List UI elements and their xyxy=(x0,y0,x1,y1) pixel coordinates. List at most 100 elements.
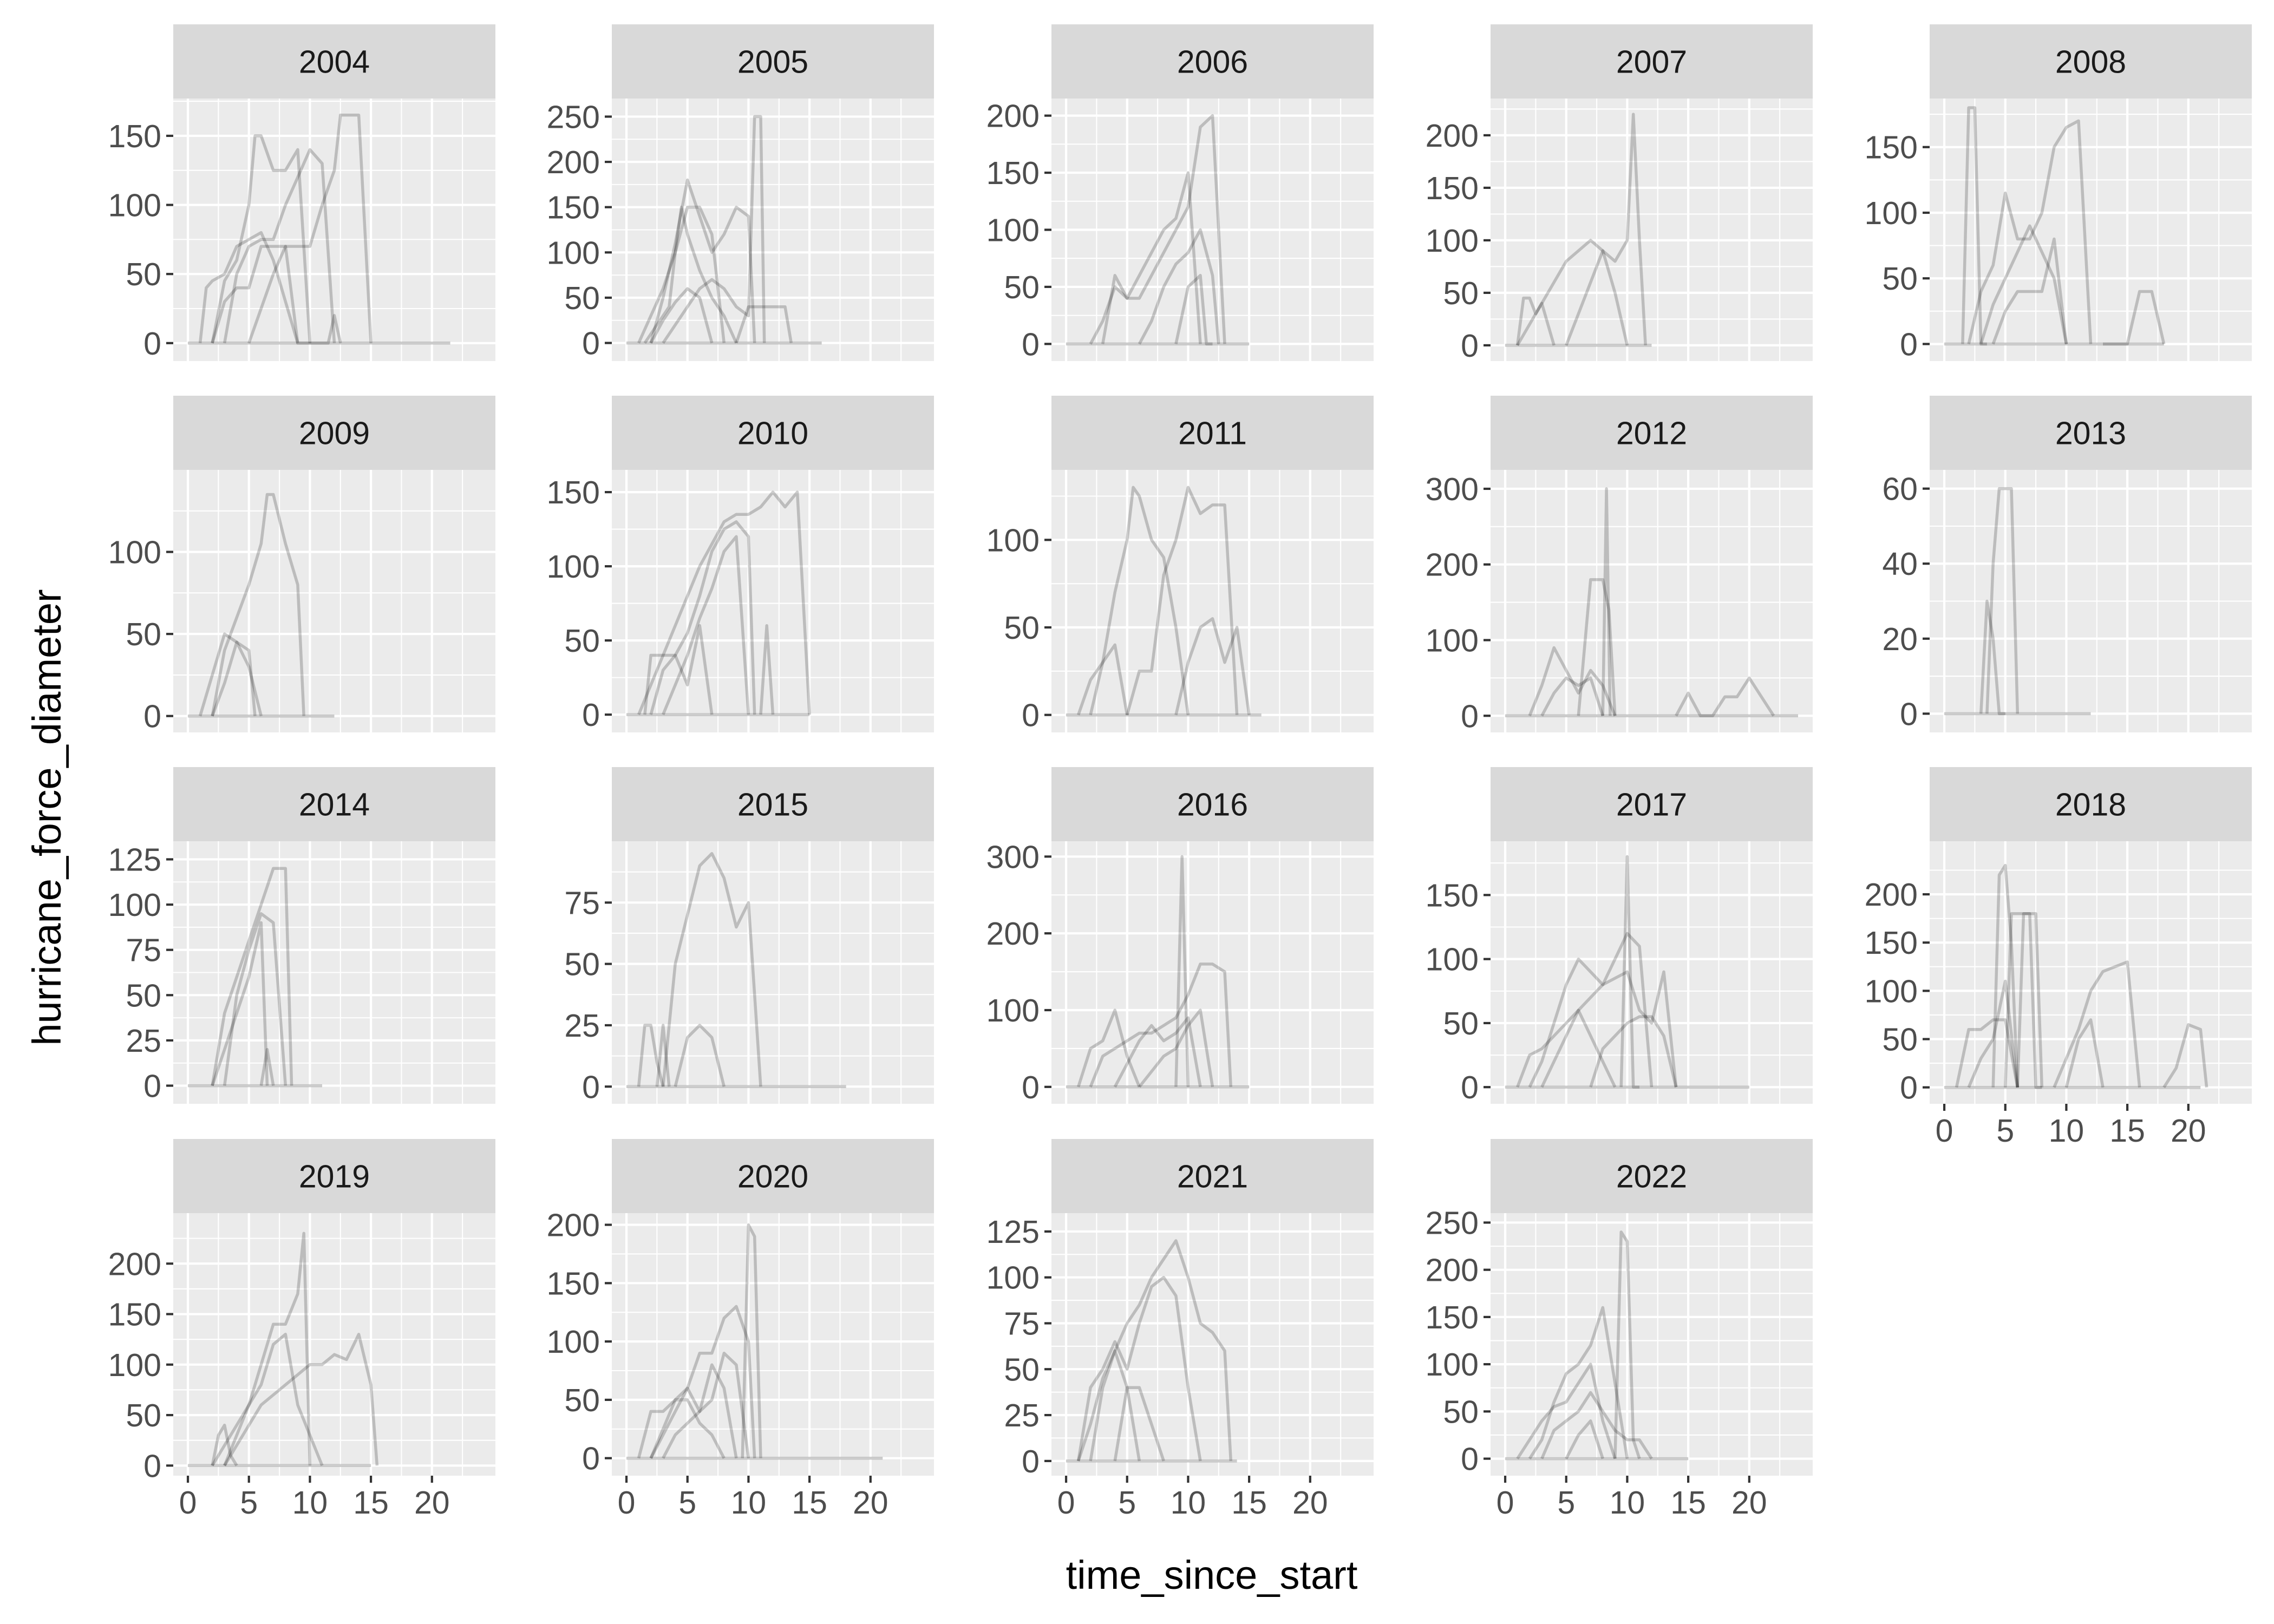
y-tick-label: 200 xyxy=(1426,547,1479,583)
storm-track-line xyxy=(649,287,714,344)
storm-track-line xyxy=(223,912,287,1086)
storm-track-line xyxy=(1675,676,1775,718)
y-tick-label: 50 xyxy=(1443,1394,1479,1430)
y-tick-label: 50 xyxy=(1443,1006,1479,1042)
facet-strip-label: 2012 xyxy=(1616,416,1687,451)
storm-track-line xyxy=(637,1398,726,1459)
panel-background xyxy=(173,99,495,361)
storm-track-line xyxy=(637,205,726,344)
x-axis-title: time_since_start xyxy=(1066,1553,1358,1597)
facet-2010: 2010 0 50 100 150 xyxy=(547,396,934,733)
y-tick-label: 100 xyxy=(108,188,161,224)
facet-strip-label: 2017 xyxy=(1616,787,1687,823)
storm-track-line xyxy=(1174,855,1190,1087)
storm-track-line xyxy=(1601,487,1612,716)
y-tick-label: 200 xyxy=(986,99,1040,134)
y-tick-label: 50 xyxy=(1004,270,1040,305)
facet-strip xyxy=(612,1139,934,1213)
facet-strip xyxy=(173,24,495,99)
y-tick-label: 100 xyxy=(986,522,1040,558)
facet-strip-label: 2005 xyxy=(737,44,808,80)
storm-track-line xyxy=(1565,113,1647,346)
y-tick-label: 50 xyxy=(1004,1352,1040,1387)
y-tick-label: 100 xyxy=(1865,195,1918,231)
storm-track-line xyxy=(1516,239,1629,346)
storm-track-line xyxy=(1113,1386,1165,1462)
storm-track-line xyxy=(211,1333,324,1466)
y-tick-label: 100 xyxy=(1426,223,1479,259)
storm-track-line xyxy=(1126,486,1239,716)
x-tick-label: 15 xyxy=(2109,1113,2145,1149)
storm-track-line xyxy=(1565,1419,1604,1459)
y-tick-label: 150 xyxy=(986,155,1040,191)
x-tick-label: 15 xyxy=(1670,1485,1706,1521)
facet-2005: 2005 0 50 100 150 200 250 xyxy=(547,24,934,362)
y-tick-label: 0 xyxy=(143,1069,161,1104)
y-tick-label: 125 xyxy=(108,842,161,878)
storm-track-line xyxy=(2103,290,2166,346)
panel-background xyxy=(1930,99,2252,361)
storm-track-line xyxy=(211,640,263,717)
y-tick-label: 0 xyxy=(582,326,600,362)
facet-2011: 2011 0 50 100 xyxy=(986,396,1374,734)
panel-background xyxy=(1051,841,1374,1104)
y-tick-label: 50 xyxy=(564,947,600,983)
storm-track-line xyxy=(1613,1230,1641,1459)
y-tick-label: 200 xyxy=(108,1246,161,1282)
facet-2009: 2009 0 50 100 xyxy=(108,396,495,735)
facet-2007: 2007 0 50 100 150 200 xyxy=(1426,24,1813,364)
x-tick-label: 15 xyxy=(353,1485,389,1521)
x-tick-label: 10 xyxy=(1171,1485,1206,1521)
storm-track-line xyxy=(1979,599,2005,716)
facet-strip-label: 2022 xyxy=(1616,1159,1687,1195)
facet-strip xyxy=(1051,767,1374,841)
facet-2016: 2016 0 100 200 300 xyxy=(986,767,1374,1105)
storm-track-line xyxy=(1076,1009,1141,1088)
storm-track-line xyxy=(1174,274,1213,346)
facet-strip-label: 2019 xyxy=(299,1159,370,1195)
storm-track-line xyxy=(211,493,305,717)
x-tick-label: 15 xyxy=(1231,1485,1267,1521)
storm-track-line xyxy=(259,1047,275,1086)
facet-strip xyxy=(1051,1139,1374,1213)
storm-track-line xyxy=(1076,1275,1202,1462)
storm-track-line xyxy=(735,305,793,344)
x-tick-label: 20 xyxy=(414,1485,450,1521)
facet-2006: 2006 0 50 100 150 200 xyxy=(986,24,1374,362)
facet-strip-label: 2008 xyxy=(2055,44,2126,80)
y-tick-label: 50 xyxy=(1004,610,1040,646)
facet-2017: 2017 0 50 100 150 xyxy=(1426,767,1813,1105)
facet-2022: 2022 0 50 100 150 200 250 0 5 10 15 20 xyxy=(1426,1139,1813,1521)
facet-2012: 2012 0 100 200 300 xyxy=(1426,396,1813,734)
facet-strip xyxy=(173,1139,495,1213)
x-tick-label: 0 xyxy=(1936,1113,1953,1149)
y-tick-label: 75 xyxy=(564,885,600,921)
y-tick-label: 50 xyxy=(126,978,161,1013)
y-tick-label: 50 xyxy=(564,623,600,659)
facet-strip-label: 2018 xyxy=(2055,787,2126,823)
x-tick-label: 5 xyxy=(240,1485,258,1521)
y-tick-label: 20 xyxy=(1882,621,1918,657)
y-tick-label: 50 xyxy=(126,257,161,292)
y-tick-label: 150 xyxy=(108,1297,161,1333)
storm-track-line xyxy=(211,1423,238,1466)
facet-strip xyxy=(1930,24,2252,99)
y-tick-label: 100 xyxy=(986,993,1040,1029)
storm-track-line xyxy=(1089,486,1190,716)
y-tick-label: 0 xyxy=(1900,1070,1918,1106)
y-tick-label: 250 xyxy=(547,99,600,135)
facet-strip xyxy=(1051,24,1374,99)
y-tick-label: 125 xyxy=(986,1214,1040,1250)
facet-2015: 2015 0 25 50 75 xyxy=(564,767,934,1105)
y-tick-label: 0 xyxy=(1461,698,1479,734)
storm-track-line xyxy=(1089,962,1233,1088)
facet-strip-label: 2009 xyxy=(299,416,370,451)
y-tick-label: 300 xyxy=(1426,472,1479,507)
y-tick-label: 0 xyxy=(143,326,161,362)
x-tick-label: 5 xyxy=(678,1485,696,1521)
y-tick-label: 150 xyxy=(547,190,600,226)
y-tick-label: 150 xyxy=(108,119,161,154)
storm-track-line xyxy=(649,178,756,344)
storm-track-line xyxy=(1138,1009,1214,1088)
y-tick-label: 100 xyxy=(1426,1347,1479,1383)
